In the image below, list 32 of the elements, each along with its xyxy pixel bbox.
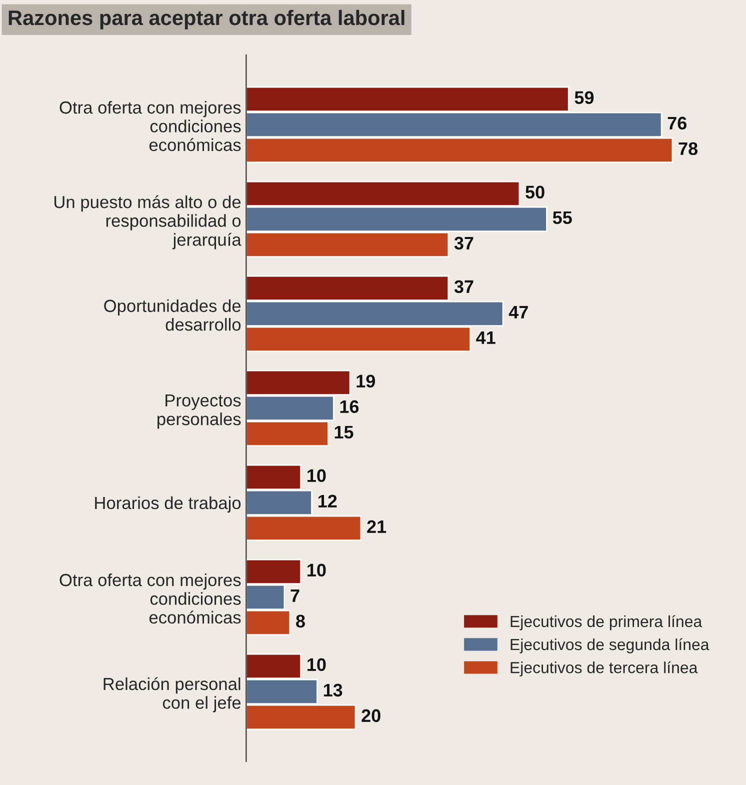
data-label: 13: [324, 684, 342, 697]
y-tick-label: Otra oferta con mejores condiciones económicas: [60, 100, 241, 152]
data-label: 21: [367, 520, 386, 533]
data-label: 8: [296, 614, 305, 628]
chart-title: Razones para aceptar otra oferta laboral: [8, 10, 404, 30]
data-label: 78: [678, 142, 698, 156]
data-label: 7: [290, 589, 300, 602]
legend-label: Ejecutivos de segunda línea: [510, 638, 710, 654]
legend-label: Ejecutivos de tercera línea: [510, 661, 698, 676]
data-label: 41: [476, 331, 496, 344]
data-label: 19: [356, 374, 375, 388]
y-tick-label: Un puesto más alto o de responsabilidad o jerarquía: [54, 195, 242, 250]
data-label: 47: [508, 306, 528, 318]
data-label: 16: [340, 400, 359, 414]
y-tick-label: Proyectos personales: [158, 394, 241, 429]
data-label: 10: [308, 658, 326, 672]
data-label: 10: [308, 564, 326, 577]
data-label: 50: [526, 186, 544, 199]
legend-label: Ejecutivos de primera línea: [510, 615, 702, 630]
y-tick-label: Horarios de trabajo: [95, 496, 241, 513]
data-label: 12: [318, 494, 337, 508]
data-label: 76: [668, 116, 687, 130]
data-label: 37: [454, 236, 474, 250]
y-tick-label: Relación personal con el jefe: [104, 677, 241, 712]
data-label: 20: [362, 709, 380, 722]
data-label: 59: [574, 91, 594, 104]
data-label: 37: [454, 280, 474, 294]
data-label: 10: [308, 469, 326, 482]
data-label: 55: [552, 211, 572, 224]
data-label: 15: [334, 426, 354, 439]
y-tick-label: Otra oferta con mejores condiciones económicas: [60, 573, 241, 624]
y-tick-label: Oportunidades de desarrollo: [104, 299, 241, 331]
